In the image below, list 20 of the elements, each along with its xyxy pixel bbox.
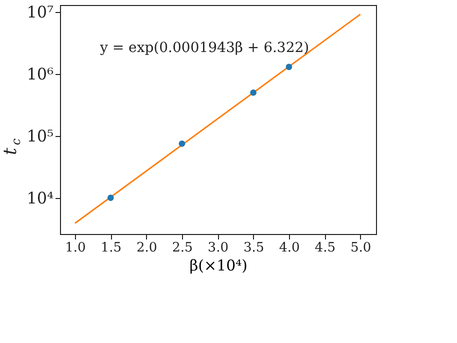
y-tick-label: 10⁷ — [26, 2, 54, 22]
point — [178, 140, 186, 147]
annotation: y = exp(0.0001943β + 6.322) — [99, 40, 310, 56]
y-tick-label: 10⁵ — [26, 126, 54, 146]
x-axis-title: β(×10⁴) — [189, 256, 248, 274]
y-tick-label: 10⁴ — [26, 188, 54, 208]
x-tick-label: 2.0 — [136, 240, 158, 256]
x-tick-label: 1.5 — [100, 240, 122, 256]
x-tick-label: 2.5 — [172, 240, 193, 256]
x-tick-label: 3.0 — [208, 240, 228, 256]
x-tick-label: 4.5 — [314, 240, 336, 256]
y-tick-label: 10⁶ — [26, 64, 54, 84]
point — [107, 194, 114, 201]
x-tick-label: 3.5 — [243, 240, 264, 256]
y-axis-title: tc — [0, 138, 23, 155]
point — [286, 64, 292, 70]
point — [250, 89, 256, 96]
x-tick-label: 4.0 — [279, 240, 300, 256]
x-tick-label: 1.0 — [65, 240, 86, 256]
x-tick-label: 5.0 — [350, 240, 372, 256]
